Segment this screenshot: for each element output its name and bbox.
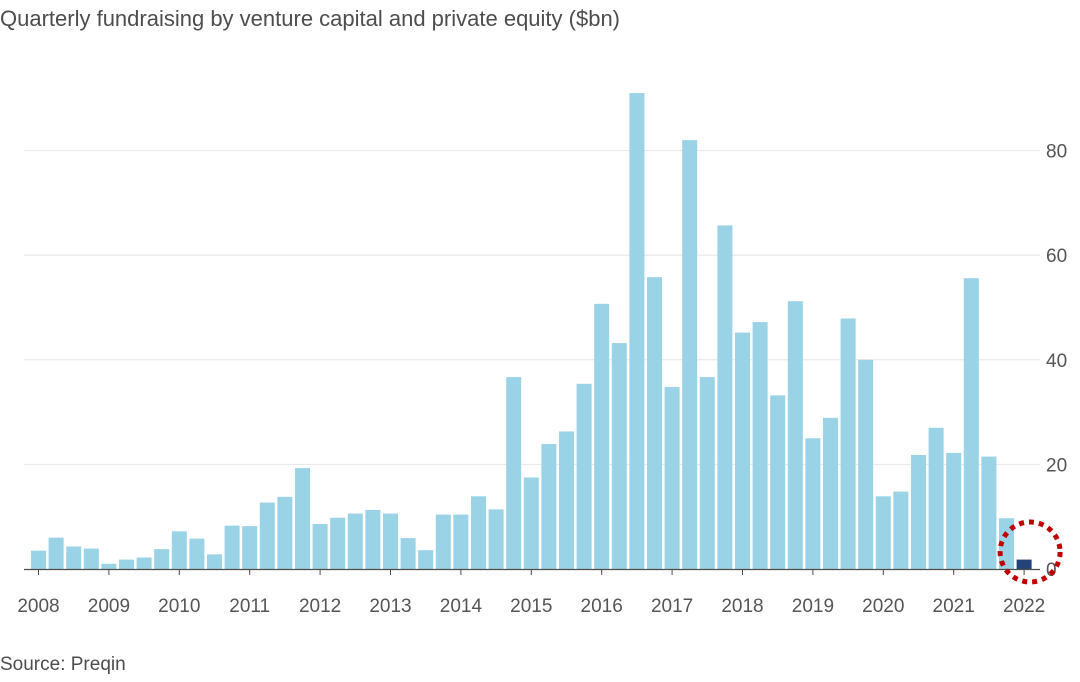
bar-2010-q1 — [171, 531, 187, 569]
bar-2009-q3 — [136, 557, 152, 569]
bar-2017-q4 — [717, 225, 733, 570]
bar-2008-q3 — [66, 546, 82, 569]
bar-2010-q4 — [224, 525, 240, 569]
bar-2013-q3 — [418, 550, 434, 569]
chart-source: Source: Preqin — [0, 654, 126, 675]
bar-2021-q2 — [963, 278, 979, 569]
bar-2011-q3 — [277, 496, 293, 569]
bar-2018-q2 — [752, 322, 768, 569]
bar-2008-q2 — [48, 537, 64, 569]
bar-2019-q1 — [805, 438, 821, 569]
bar-2021-q3 — [981, 456, 997, 569]
bar-2019-q4 — [858, 359, 874, 569]
bar-2010-q3 — [207, 554, 222, 569]
bar-2014-q1 — [453, 514, 469, 569]
y-tick-label-40: 40 — [1046, 351, 1067, 372]
bar-2020-q4 — [928, 427, 944, 569]
highlight-annotation-circle — [997, 519, 1063, 585]
y-tick-label-20: 20 — [1046, 455, 1067, 476]
bar-2014-q3 — [488, 509, 504, 569]
bar-2021-q4 — [999, 518, 1014, 569]
chart-title: Quarterly fundraising by venture capital… — [0, 6, 621, 31]
x-tick-label-2012: 2012 — [299, 596, 341, 617]
bar-2009-q4 — [154, 549, 170, 569]
y-tick-label-60: 60 — [1046, 246, 1067, 267]
x-tick-label-2014: 2014 — [440, 596, 483, 617]
bar-2009-q1 — [101, 563, 117, 569]
bar-2018-q4 — [787, 301, 803, 569]
bar-2019-q3 — [840, 318, 856, 569]
bar-2015-q4 — [576, 383, 592, 569]
bar-2010-q2 — [189, 538, 205, 569]
bar-2018-q3 — [770, 395, 786, 569]
bar-2012-q2 — [330, 517, 346, 569]
bar-2017-q1 — [664, 386, 680, 569]
bar-2020-q2 — [893, 491, 909, 569]
x-tick-label-2011: 2011 — [229, 596, 270, 617]
x-tick-label-2017: 2017 — [651, 596, 693, 617]
bar-2016-q2 — [611, 343, 627, 569]
bar-2016-q4 — [647, 277, 662, 569]
x-tick-label-2019: 2019 — [792, 596, 834, 617]
bar-2012-q3 — [347, 513, 363, 569]
x-tick-label-2018: 2018 — [721, 596, 763, 617]
x-tick-label-2015: 2015 — [510, 596, 552, 617]
bar-2015-q3 — [559, 431, 574, 569]
bar-2012-q4 — [365, 509, 381, 569]
bar-2008-q1 — [31, 550, 46, 569]
bar-2016-q1 — [594, 303, 610, 569]
bar-2020-q1 — [875, 496, 891, 569]
x-tick-label-2010: 2010 — [158, 596, 200, 617]
bar-2014-q2 — [471, 496, 486, 569]
bar-2013-q2 — [400, 538, 416, 569]
bar-2022-q1 — [1016, 559, 1032, 569]
bar-2018-q1 — [735, 332, 750, 569]
bar-2019-q2 — [823, 417, 838, 569]
x-tick-label-2021: 2021 — [933, 596, 975, 617]
bar-2016-q3 — [629, 93, 645, 569]
bar-2008-q4 — [83, 548, 99, 569]
x-tick-label-2016: 2016 — [581, 596, 623, 617]
x-tick-label-2009: 2009 — [88, 596, 130, 617]
bar-2011-q2 — [259, 502, 275, 569]
x-tick-label-2013: 2013 — [369, 596, 411, 617]
y-tick-label-80: 80 — [1046, 142, 1067, 163]
bar-2014-q4 — [506, 377, 522, 569]
bar-2015-q2 — [541, 444, 557, 569]
bar-2013-q1 — [383, 513, 398, 569]
bar-2017-q3 — [699, 377, 715, 569]
bar-2020-q3 — [911, 454, 926, 569]
bar-2015-q1 — [523, 477, 539, 569]
bar-2017-q2 — [682, 140, 698, 569]
x-tick-label-2022: 2022 — [1003, 596, 1045, 617]
bar-2011-q4 — [295, 468, 310, 569]
bar-2009-q2 — [119, 559, 134, 569]
bar-2012-q1 — [312, 524, 328, 569]
bar-2021-q1 — [946, 452, 962, 569]
bar-2013-q4 — [435, 514, 451, 569]
x-tick-label-2020: 2020 — [862, 596, 904, 617]
bar-2011-q1 — [242, 526, 258, 569]
x-tick-label-2008: 2008 — [17, 596, 59, 617]
